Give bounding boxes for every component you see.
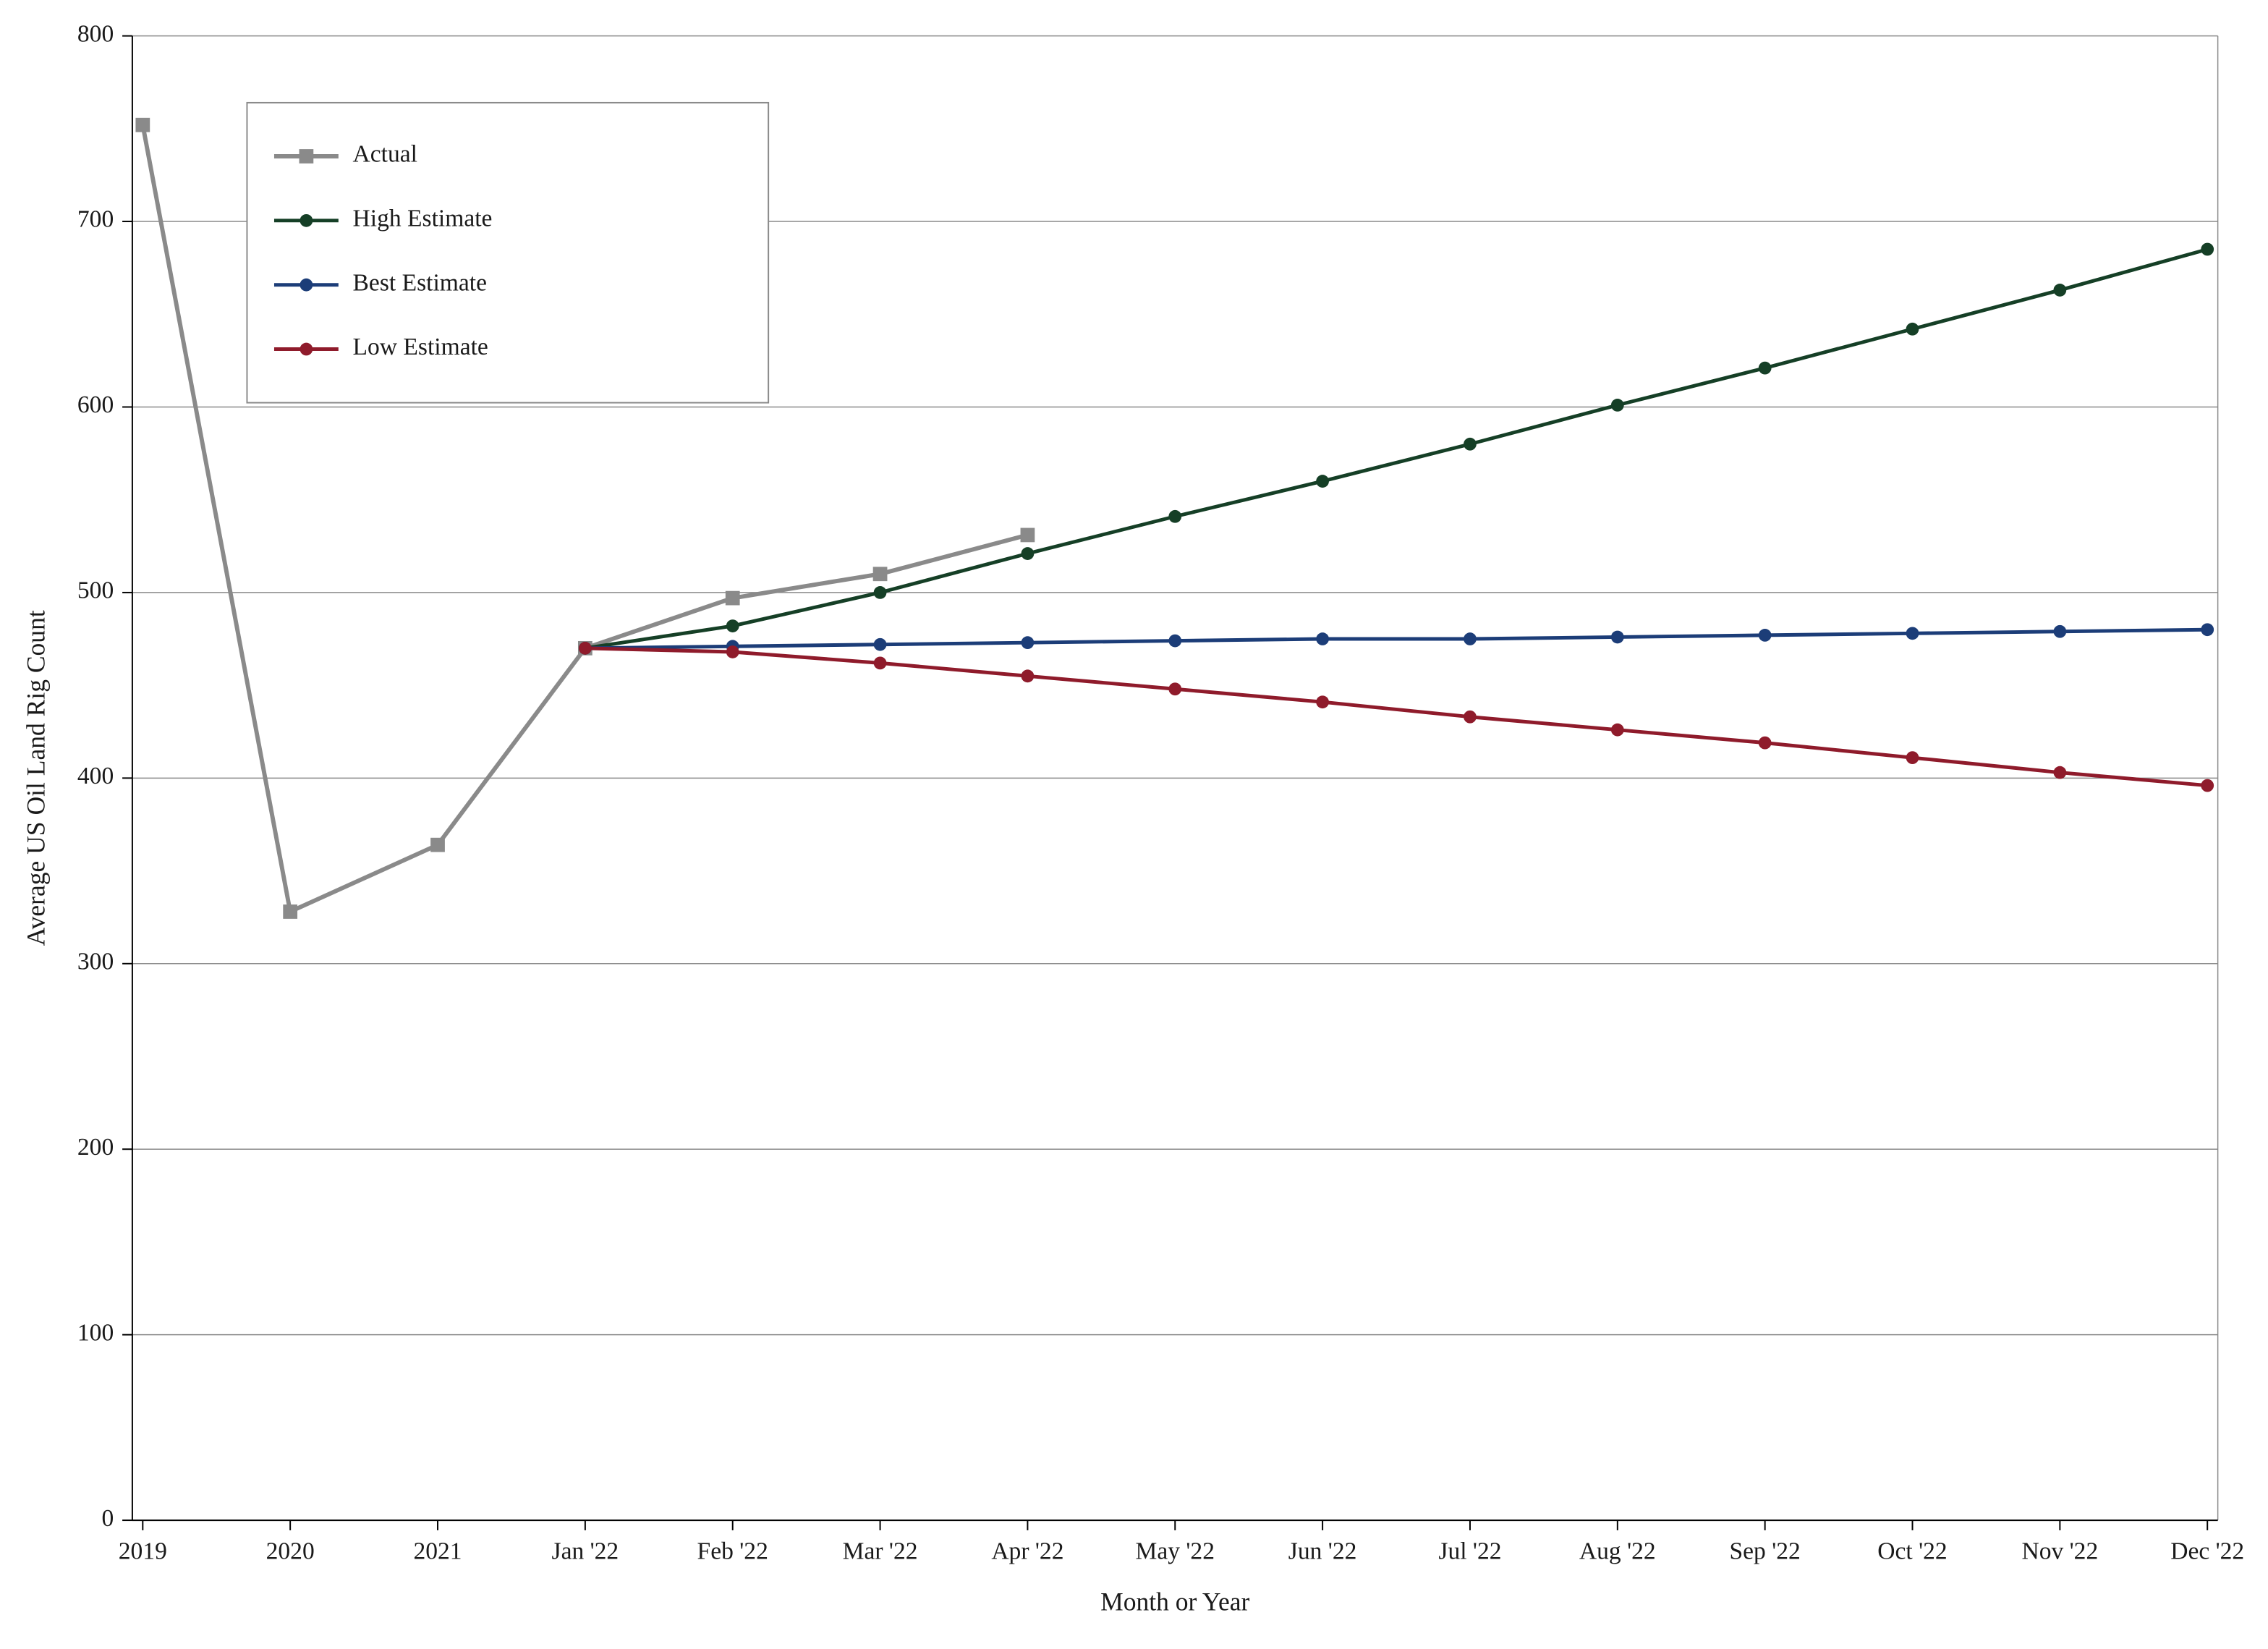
x-tick-label: 2021 [413, 1538, 462, 1564]
y-tick-label: 100 [77, 1319, 114, 1346]
x-tick-label: Dec '22 [2170, 1538, 2244, 1564]
x-tick-label: Oct '22 [1877, 1538, 1947, 1564]
x-tick-label: Apr '22 [991, 1538, 1063, 1564]
x-tick-label: Nov '22 [2021, 1538, 2098, 1564]
legend: Actual High Estimate Best Estimate Low Esti… [247, 103, 768, 403]
x-tick-label: Jan '22 [552, 1538, 619, 1564]
legend-label: Actual [353, 141, 417, 168]
y-tick-label: 400 [77, 763, 114, 789]
y-tick-label: 0 [101, 1505, 114, 1532]
y-tick-label: 300 [77, 948, 114, 975]
x-tick-label: May '22 [1136, 1538, 1215, 1564]
y-axis-label: Average US Oil Land Rig Count [21, 610, 50, 946]
x-tick-label: Aug '22 [1579, 1538, 1656, 1564]
x-tick-label: Jul '22 [1438, 1538, 1501, 1564]
y-tick-label: 700 [77, 206, 114, 233]
rig-count-line-chart: 0 100 200 300 400 500 600 700 800 2019 2020 2021 Jan… [14, 14, 2254, 1635]
x-tick-label: Feb '22 [697, 1538, 768, 1564]
x-tick-label: Mar '22 [843, 1538, 918, 1564]
x-axis-label: Month or Year [1100, 1587, 1249, 1616]
y-tick-label: 600 [77, 391, 114, 418]
x-tick-label: Jun '22 [1288, 1538, 1357, 1564]
legend-label: Best Estimate [353, 269, 487, 296]
legend-label: High Estimate [353, 205, 493, 232]
x-tick-label: Sep '22 [1730, 1538, 1801, 1564]
chart-container: 0 100 200 300 400 500 600 700 800 2019 2020 2021 Jan… [0, 0, 2268, 1649]
legend-label: Low Estimate [353, 334, 488, 360]
y-tick-label: 200 [77, 1134, 114, 1161]
x-tick-label: 2019 [119, 1538, 167, 1564]
y-tick-label: 800 [77, 20, 114, 47]
y-tick-label: 500 [77, 577, 114, 604]
x-tick-label: 2020 [266, 1538, 315, 1564]
